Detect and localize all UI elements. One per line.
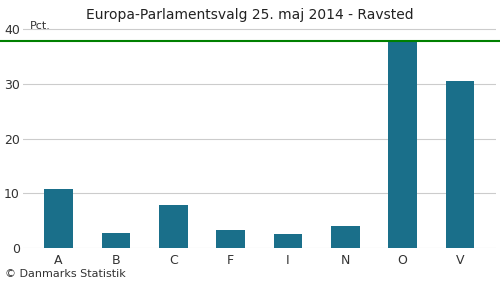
Bar [216,230,245,248]
Bar [274,234,302,248]
Bar [388,39,417,248]
Bar [331,226,360,248]
Bar [44,189,73,248]
Bar [159,205,188,248]
Bar [102,233,130,248]
Text: © Danmarks Statistik: © Danmarks Statistik [5,269,126,279]
Bar [446,81,474,248]
Text: Europa-Parlamentsvalg 25. maj 2014 - Ravsted: Europa-Parlamentsvalg 25. maj 2014 - Rav… [86,8,414,23]
Text: Pct.: Pct. [30,21,51,31]
